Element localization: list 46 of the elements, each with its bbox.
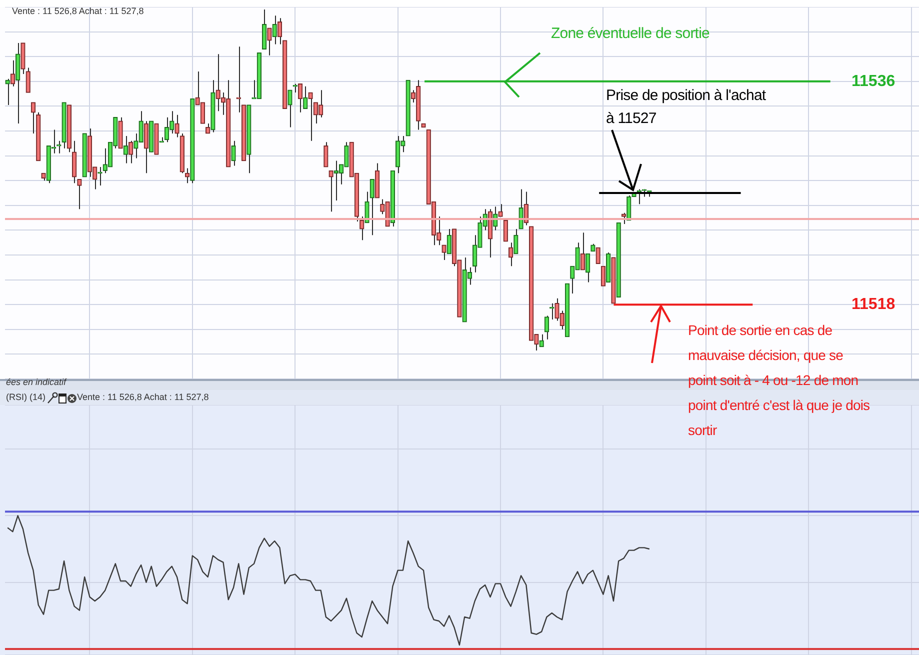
- annotation: Zone éventuelle de sortie: [551, 25, 710, 42]
- candlestick: [174, 114, 180, 138]
- text: (RSI) (14): [6, 392, 46, 402]
- candlestick: [446, 228, 452, 254]
- candlestick: [262, 8, 267, 50]
- candlestick: [600, 266, 606, 286]
- annotation: ées en indicatif: [6, 377, 66, 387]
- candlestick: [580, 232, 585, 270]
- annotation: Prise de position à l'achat: [606, 87, 766, 104]
- candlestick: [30, 102, 36, 134]
- y-tick-label: 11536: [851, 72, 896, 90]
- candlestick: [503, 220, 508, 242]
- candlestick: [298, 83, 303, 113]
- candlestick: [128, 140, 134, 164]
- annotation: Vente : 11 526,8 Achat : 11 527,8: [12, 6, 144, 16]
- candlestick: [328, 170, 334, 212]
- candlestick: [514, 228, 518, 254]
- candlestick: [277, 18, 282, 45]
- candlestick: [144, 120, 149, 174]
- candlestick: [518, 188, 524, 230]
- candlestick: [77, 178, 82, 210]
- candlestick: [324, 142, 328, 168]
- candlestick: [123, 135, 128, 164]
- candlestick: [596, 247, 600, 264]
- candlestick: [205, 123, 210, 134]
- candlestick: [303, 86, 308, 110]
- text: Vente : 11 526,8 Achat : 11 527,8: [77, 392, 209, 402]
- candlestick: [72, 140, 77, 184]
- candlestick: [539, 334, 544, 348]
- candlestick: [364, 191, 370, 224]
- candlestick: [360, 216, 364, 241]
- candlestick: [370, 178, 374, 236]
- annotation: Point de sortie en cas de mauvaise décision, que se point soit à - 4 ou -12 de mon point d'entré c'est là que je dois sortir: [688, 321, 870, 440]
- candlestick: [544, 315, 550, 340]
- candlestick: [267, 28, 272, 56]
- candlestick: [26, 67, 30, 94]
- candlestick: [231, 140, 236, 166]
- candlestick: [288, 90, 292, 128]
- candlestick: [498, 204, 503, 218]
- candlestick: [508, 242, 514, 267]
- candlestick: [585, 253, 590, 283]
- candlestick: [442, 244, 446, 260]
- candlestick: [5, 78, 10, 106]
- annotation: à 11527: [606, 110, 656, 127]
- candlestick: [272, 15, 277, 45]
- y-tick-label: 11518: [851, 296, 896, 314]
